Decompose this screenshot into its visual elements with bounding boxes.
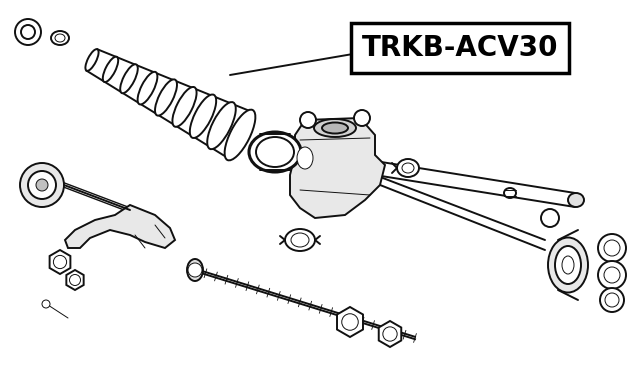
Polygon shape	[50, 250, 70, 274]
Circle shape	[342, 314, 358, 330]
Circle shape	[598, 234, 626, 262]
Ellipse shape	[51, 31, 69, 45]
Circle shape	[188, 263, 202, 277]
Circle shape	[541, 209, 559, 227]
Ellipse shape	[397, 159, 419, 177]
Circle shape	[70, 274, 81, 286]
Ellipse shape	[504, 188, 516, 198]
Ellipse shape	[85, 49, 99, 71]
Ellipse shape	[297, 147, 313, 169]
Ellipse shape	[55, 34, 65, 42]
Ellipse shape	[103, 57, 118, 82]
Text: TRKB-ACV30: TRKB-ACV30	[362, 34, 558, 62]
Ellipse shape	[291, 233, 309, 247]
Circle shape	[300, 112, 316, 128]
Ellipse shape	[207, 102, 236, 149]
Ellipse shape	[562, 256, 574, 274]
Circle shape	[15, 19, 41, 45]
Polygon shape	[290, 118, 385, 218]
Ellipse shape	[120, 64, 138, 93]
Ellipse shape	[172, 87, 196, 127]
Ellipse shape	[190, 94, 216, 138]
Ellipse shape	[225, 110, 255, 160]
Circle shape	[383, 327, 397, 341]
Circle shape	[354, 110, 370, 126]
Circle shape	[53, 255, 67, 269]
Ellipse shape	[249, 132, 301, 172]
Polygon shape	[67, 270, 84, 290]
Polygon shape	[65, 205, 175, 248]
Ellipse shape	[138, 72, 157, 104]
Circle shape	[20, 163, 64, 207]
Circle shape	[604, 240, 620, 256]
Circle shape	[598, 261, 626, 289]
Ellipse shape	[314, 119, 356, 137]
Ellipse shape	[155, 79, 177, 116]
Ellipse shape	[187, 259, 203, 281]
Ellipse shape	[568, 193, 584, 207]
Ellipse shape	[548, 238, 588, 293]
Ellipse shape	[555, 246, 581, 284]
Circle shape	[604, 267, 620, 283]
Ellipse shape	[402, 163, 414, 173]
Ellipse shape	[285, 229, 315, 251]
Circle shape	[21, 25, 35, 39]
Circle shape	[605, 293, 619, 307]
Circle shape	[600, 288, 624, 312]
Circle shape	[42, 300, 50, 308]
Ellipse shape	[256, 137, 294, 167]
Polygon shape	[337, 307, 363, 337]
Circle shape	[36, 179, 48, 191]
Circle shape	[28, 171, 56, 199]
Polygon shape	[379, 321, 401, 347]
Ellipse shape	[322, 123, 348, 134]
